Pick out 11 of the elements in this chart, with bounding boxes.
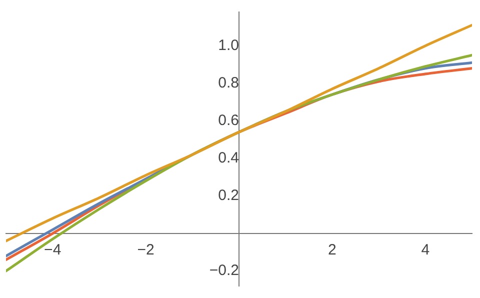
y-tick-label: 0.8 [218,74,239,92]
x-tick-label: −2 [137,242,154,259]
line-series [6,24,472,242]
x-tick-label: 2 [328,242,336,259]
x-tick-label: 4 [421,242,430,259]
y-tick-label: 0.6 [218,112,239,129]
y-tick-label: 0.2 [218,187,239,204]
y-tick-label: 0.4 [218,150,239,167]
y-tick-label: 1.0 [218,36,239,54]
x-tick-label: −4 [44,242,62,259]
y-tick-label: −0.2 [209,262,239,280]
